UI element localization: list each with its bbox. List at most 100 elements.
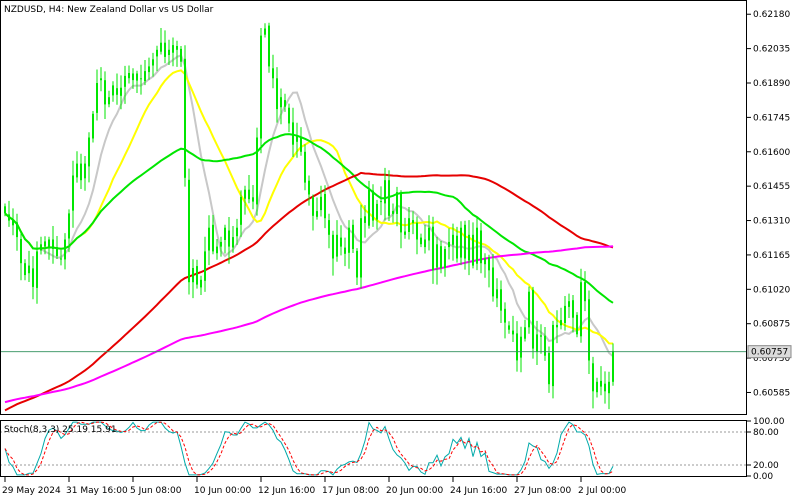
- moving-averages: [4, 53, 614, 412]
- candle-body: [216, 246, 218, 254]
- candle-body: [552, 324, 554, 387]
- candle-body: [188, 179, 190, 283]
- candle-body: [412, 220, 414, 223]
- candle-body: [592, 363, 594, 392]
- main-panel-frame: [0, 0, 747, 415]
- candle-body: [300, 137, 302, 152]
- candle-body: [596, 381, 598, 393]
- candle-body: [384, 180, 386, 204]
- price-tick-label: 0.61600: [753, 148, 790, 158]
- candle-body: [348, 227, 350, 253]
- stoch-signal-line: [4, 421, 614, 476]
- time-tick-label: 10 Jun 00:00: [194, 486, 251, 496]
- candle-body: [128, 73, 130, 79]
- time-tick-label: 24 Jun 16:00: [450, 486, 507, 496]
- candle-body: [492, 267, 494, 297]
- candle-body: [500, 289, 502, 311]
- price-tick-label: 0.61310: [753, 217, 790, 227]
- candle-body: [204, 251, 206, 281]
- candle-body: [156, 49, 158, 57]
- candle-body: [464, 224, 466, 259]
- candle-body: [208, 227, 210, 251]
- candle-body: [192, 268, 194, 283]
- candle-body: [144, 71, 146, 82]
- candle-body: [272, 68, 274, 79]
- candle-body: [600, 380, 602, 387]
- candle-body: [88, 137, 90, 167]
- candle-body: [212, 224, 214, 252]
- price-tick-label: 0.61455: [753, 182, 790, 192]
- candle-body: [224, 227, 226, 240]
- candle-body: [4, 206, 6, 214]
- candle-body: [84, 163, 86, 179]
- candle-body: [92, 113, 94, 139]
- candle-body: [376, 203, 378, 220]
- candle-body: [96, 83, 98, 113]
- price-tick-label: 0.60585: [753, 388, 790, 398]
- candle-body: [504, 308, 506, 323]
- time-tick-label: 2 Jul 00:00: [578, 486, 627, 496]
- candle-body: [160, 42, 162, 52]
- candle-body: [576, 314, 578, 335]
- price-tick-label: 0.60875: [753, 320, 790, 330]
- stochastic-panel: [0, 421, 747, 476]
- candle-body: [536, 334, 538, 352]
- candle-body: [436, 244, 438, 268]
- candle-body: [292, 122, 294, 145]
- candle-body: [312, 197, 314, 216]
- candle-body: [260, 35, 262, 139]
- candle-body: [456, 235, 458, 259]
- candle-body: [20, 239, 22, 264]
- candle-body: [136, 73, 138, 81]
- candle-body: [544, 335, 546, 356]
- candle-body: [608, 381, 610, 394]
- candle-body: [268, 25, 270, 67]
- time-tick-label: 31 May 16:00: [66, 486, 128, 496]
- stoch-tick-label: 20.00: [753, 461, 779, 471]
- candle-body: [532, 289, 534, 349]
- price-tick-label: 0.61020: [753, 285, 790, 295]
- candle-body: [396, 192, 398, 214]
- candle-body: [56, 247, 58, 257]
- candle-body: [148, 66, 150, 73]
- candle-body: [328, 220, 330, 235]
- candle-body: [400, 193, 402, 233]
- candle-body: [444, 249, 446, 268]
- time-tick-label: 20 Jun 00:00: [386, 486, 443, 496]
- candle-body: [196, 266, 198, 285]
- candle-body: [480, 230, 482, 264]
- candle-body: [392, 211, 394, 214]
- candle-body: [256, 137, 258, 205]
- stoch-tick-label: 0.00: [753, 472, 773, 482]
- candle-body: [548, 352, 550, 385]
- candle-body: [584, 282, 586, 302]
- candle-body: [168, 49, 170, 55]
- candle-body: [220, 241, 222, 247]
- candle-body: [172, 45, 174, 53]
- candle-body: [496, 289, 498, 299]
- current-price-badge: [747, 345, 792, 359]
- candle-body: [36, 251, 38, 288]
- candle-body: [60, 258, 62, 260]
- candle-body: [76, 163, 78, 178]
- candle-body: [108, 97, 110, 105]
- candle-body: [432, 226, 434, 271]
- candle-body: [324, 194, 326, 219]
- candle-body: [276, 78, 278, 110]
- ma-100-line: [4, 171, 614, 412]
- candle-body: [244, 189, 246, 199]
- price-tick-label: 0.61165: [753, 251, 790, 261]
- candle-body: [24, 263, 26, 276]
- candle-body: [112, 85, 114, 96]
- price-axis: 0.62180 0.62035 0.61890 0.61745 0.61600 0.614…: [0, 10, 792, 398]
- candle-body: [368, 189, 370, 226]
- candle-body: [164, 42, 166, 57]
- candle-body: [448, 241, 450, 248]
- price-tick-label: 0.61745: [753, 113, 790, 123]
- candle-body: [100, 78, 102, 81]
- stoch-tick-label: 80.00: [753, 428, 779, 438]
- candle-body: [184, 58, 186, 178]
- candle-body: [488, 257, 490, 271]
